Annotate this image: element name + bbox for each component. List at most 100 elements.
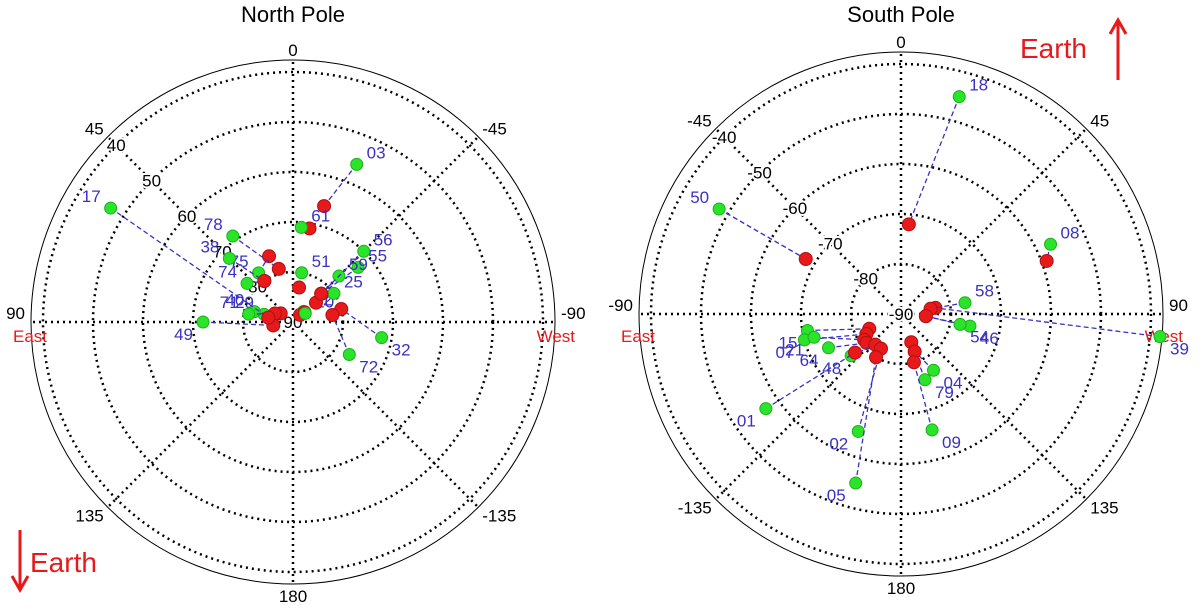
- azimuth-tick-label: 0: [288, 41, 297, 60]
- initial-position-point: [357, 244, 371, 258]
- point-label: 05: [827, 486, 846, 505]
- point-label: 72: [359, 358, 378, 377]
- east-label: East: [13, 327, 47, 346]
- initial-position-point: [351, 260, 365, 274]
- latitude-tick-label: 60: [177, 207, 196, 226]
- initial-position-point: [952, 90, 966, 104]
- initial-position-point: [294, 220, 308, 234]
- grid-spoke: [292, 321, 480, 509]
- trajectory-line: [930, 302, 966, 310]
- azimuth-tick-label: -135: [678, 498, 712, 517]
- grid-ring: [799, 212, 1003, 416]
- earth-arrow-head: [10, 575, 30, 594]
- point-label: 32: [392, 341, 411, 360]
- final-position-point: [261, 310, 276, 325]
- point-label: 55: [368, 246, 387, 265]
- grid-spoke: [714, 127, 902, 315]
- azimuth-tick-label: -90: [608, 296, 633, 315]
- azimuth-tick-label: -135: [482, 506, 516, 525]
- point-label: 56: [374, 230, 393, 249]
- initial-position-point: [821, 341, 835, 355]
- initial-position-point: [807, 330, 821, 344]
- trajectory-line: [320, 250, 365, 295]
- point-label: 71: [220, 293, 239, 312]
- outer-ring: [30, 59, 556, 585]
- azimuth-tick-label: 135: [75, 506, 103, 525]
- initial-position-point: [298, 306, 312, 320]
- point-label: 25: [344, 272, 363, 291]
- trajectory-line: [331, 314, 350, 355]
- point-label: 64: [800, 351, 819, 370]
- point-label: 07: [775, 343, 794, 362]
- trajectory-line: [908, 96, 960, 225]
- latitude-tick-label: 50: [142, 172, 161, 191]
- initial-position-point: [375, 331, 389, 345]
- trajectory-line: [765, 352, 856, 410]
- west-label: West: [537, 327, 576, 346]
- point-label: 17: [82, 187, 101, 206]
- point-label: 50: [690, 188, 709, 207]
- final-position-point: [869, 350, 883, 365]
- chart-title: North Pole: [241, 2, 345, 27]
- azimuth-tick-label: 45: [85, 120, 104, 139]
- final-position-point: [848, 345, 863, 360]
- grid-ring: [649, 62, 1153, 566]
- point-label: 54: [970, 327, 989, 346]
- latitude-tick-label: -40: [712, 128, 737, 147]
- initial-position-point: [851, 424, 865, 438]
- grid-ring: [41, 70, 545, 574]
- azimuth-tick-label: 45: [1090, 112, 1109, 131]
- east-label: East: [621, 327, 655, 346]
- point-label: 48: [822, 359, 841, 378]
- trajectory-line: [925, 315, 961, 326]
- point-label: 21: [785, 340, 804, 359]
- point-label: 61: [311, 206, 330, 225]
- point-label: 49: [174, 325, 193, 344]
- latitude-tick-label: -50: [747, 164, 772, 183]
- azimuth-tick-label: 135: [1090, 498, 1118, 517]
- initial-position-point: [712, 202, 726, 216]
- final-position-point: [262, 249, 277, 264]
- trajectory-line: [814, 336, 865, 341]
- initial-position-point: [927, 363, 940, 377]
- latitude-tick-label: -70: [818, 234, 843, 253]
- final-position-point: [314, 286, 329, 301]
- final-position-point: [325, 308, 340, 323]
- initial-position-point: [918, 373, 932, 387]
- trajectory-line: [913, 362, 933, 431]
- initial-position-point: [196, 315, 210, 329]
- initial-position-point: [953, 317, 967, 331]
- point-label: 38: [200, 237, 219, 256]
- trajectory-line: [718, 208, 807, 260]
- initial-position-point: [1044, 237, 1058, 251]
- earth-label: Earth: [30, 547, 97, 578]
- azimuth-tick-label: -45: [687, 112, 712, 131]
- point-label: 40: [225, 291, 244, 310]
- final-position-point: [1039, 253, 1054, 268]
- earth-label: Earth: [1020, 33, 1087, 64]
- point-label: 18: [969, 76, 988, 95]
- chart-title: South Pole: [847, 2, 955, 27]
- final-position-point: [906, 355, 921, 370]
- azimuth-tick-label: 0: [896, 33, 905, 52]
- initial-position-point: [226, 229, 240, 243]
- latitude-tick-label: -90: [889, 305, 914, 324]
- point-label: 74: [218, 262, 237, 281]
- north-pole-panel: North Pole18013590450-45-90-135908070605…: [6, 2, 586, 606]
- trajectory-line: [935, 307, 1161, 338]
- latitude-tick-label: -60: [783, 199, 808, 218]
- initial-position-point: [242, 307, 256, 321]
- outer-ring: [638, 51, 1164, 577]
- final-position-point: [918, 309, 933, 324]
- final-position-point: [292, 280, 307, 295]
- trajectory-line: [323, 163, 358, 207]
- point-label: 01: [737, 412, 756, 431]
- trajectory-line: [202, 321, 274, 327]
- trajectory-line: [340, 308, 383, 339]
- final-position-point: [798, 252, 813, 266]
- trajectory-line: [855, 357, 877, 484]
- initial-position-point: [104, 201, 118, 215]
- point-label: 04: [944, 373, 963, 392]
- initial-position-point: [1153, 330, 1167, 344]
- initial-position-point: [925, 423, 939, 437]
